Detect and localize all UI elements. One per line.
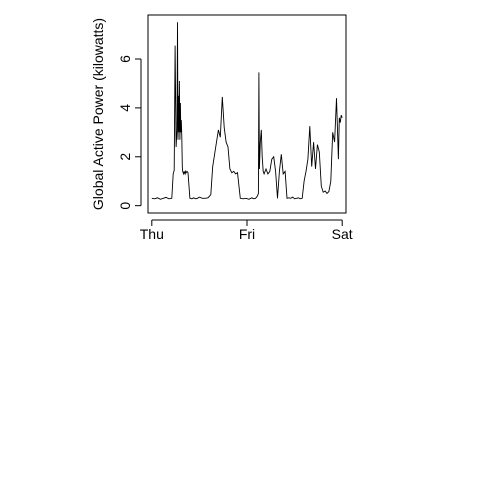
- x-tick-label: Sat: [332, 226, 353, 242]
- plot-frame: [147, 14, 347, 214]
- y-axis: 0 2 4 6: [117, 55, 142, 210]
- x-axis: Thu Fri Sat: [140, 219, 353, 242]
- series-line: [151, 22, 343, 200]
- y-tick-label: 0: [117, 202, 133, 210]
- y-tick-label: 4: [117, 104, 133, 112]
- y-tick-label: 2: [117, 153, 133, 161]
- y-tick-label: 6: [117, 55, 133, 63]
- series-layer: [151, 22, 343, 200]
- x-tick-label: Thu: [140, 226, 164, 242]
- y-axis-title: Global Active Power (kilowatts): [90, 18, 106, 210]
- x-tick-label: Fri: [239, 226, 255, 242]
